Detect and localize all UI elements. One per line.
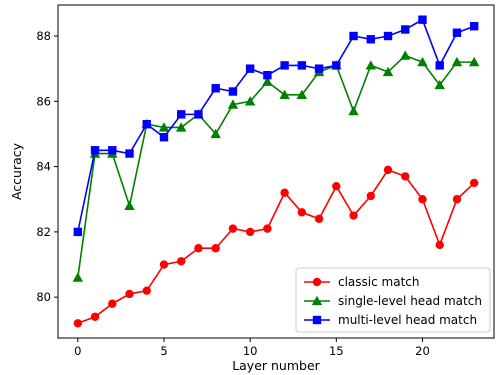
data-point xyxy=(417,56,428,67)
data-point xyxy=(382,66,394,77)
data-point xyxy=(245,64,255,73)
x-tick-label: 15 xyxy=(329,344,344,358)
data-point xyxy=(348,105,359,116)
legend-entry: multi-level head match xyxy=(304,313,477,327)
legend-marker xyxy=(311,295,323,306)
data-point xyxy=(228,224,238,233)
y-tick-label: 88 xyxy=(36,29,51,43)
data-point xyxy=(349,31,358,41)
data-point xyxy=(210,128,221,139)
data-point xyxy=(73,227,83,237)
data-point xyxy=(418,195,427,204)
y-axis-label: Accuracy xyxy=(9,142,24,200)
data-point xyxy=(280,188,289,197)
data-point xyxy=(90,312,100,321)
data-point xyxy=(159,133,169,142)
data-point xyxy=(73,319,83,328)
legend-box xyxy=(295,267,491,333)
legend-label: multi-level head match xyxy=(338,313,477,327)
data-point xyxy=(435,240,444,250)
legend-label: single-level head match xyxy=(338,294,482,308)
y-tick-label: 82 xyxy=(36,225,51,239)
data-point xyxy=(296,89,308,99)
legend-label: classic match xyxy=(338,275,420,289)
data-point xyxy=(451,56,463,67)
data-point xyxy=(142,286,151,295)
data-point xyxy=(177,257,186,266)
legend-marker xyxy=(312,277,322,287)
data-point xyxy=(262,76,273,86)
data-point xyxy=(211,84,220,93)
data-point xyxy=(349,211,358,220)
x-tick-label: 0 xyxy=(74,344,81,358)
x-tick-label: 20 xyxy=(415,344,430,358)
data-point xyxy=(211,244,220,253)
data-point xyxy=(468,56,480,67)
x-tick-label: 5 xyxy=(160,344,167,358)
y-tick-label: 84 xyxy=(36,160,51,174)
data-point xyxy=(125,149,134,158)
data-point xyxy=(228,87,238,96)
data-point xyxy=(400,50,411,60)
legend-marker xyxy=(312,315,322,325)
data-point xyxy=(108,146,117,155)
data-point xyxy=(72,272,84,282)
data-point xyxy=(227,99,239,109)
data-point xyxy=(176,122,187,132)
data-point xyxy=(177,110,186,119)
data-point xyxy=(366,35,375,44)
data-point xyxy=(297,208,307,217)
data-point xyxy=(418,15,427,24)
series-line xyxy=(77,54,475,278)
data-point xyxy=(383,31,393,41)
data-point xyxy=(263,70,272,80)
series-line xyxy=(77,18,475,233)
data-point xyxy=(469,22,479,31)
data-point xyxy=(401,172,410,181)
data-point xyxy=(194,244,203,253)
x-tick-label: 10 xyxy=(243,344,258,358)
data-point xyxy=(125,289,134,299)
legend-entry: single-level head match xyxy=(304,294,482,308)
legend: classic match single-level head match mult… xyxy=(295,267,491,333)
data-point xyxy=(469,178,479,188)
y-tick-label: 80 xyxy=(36,290,51,304)
data-point xyxy=(142,119,151,129)
data-point xyxy=(452,195,462,204)
data-point xyxy=(452,28,462,37)
data-point xyxy=(365,60,376,70)
data-point xyxy=(245,227,255,237)
data-point xyxy=(332,181,341,191)
data-point xyxy=(108,299,117,308)
data-point xyxy=(383,165,393,175)
data-point xyxy=(434,79,445,90)
data-point xyxy=(124,200,135,210)
data-point xyxy=(366,191,375,201)
axis-ticks: 0 5 10 15 20 80 82 84 86 88 xyxy=(36,29,429,358)
plot-area xyxy=(72,15,480,328)
series-2 xyxy=(73,15,479,237)
data-point xyxy=(263,224,272,233)
series-0 xyxy=(73,165,479,328)
axes-frame xyxy=(57,4,495,339)
series-1 xyxy=(72,50,480,282)
data-point xyxy=(314,214,324,224)
y-tick-label: 86 xyxy=(36,94,51,108)
data-point xyxy=(297,61,307,70)
data-point xyxy=(244,96,256,106)
x-axis-label: Layer number xyxy=(232,358,320,373)
data-point xyxy=(314,64,324,73)
data-point xyxy=(280,61,289,70)
data-point xyxy=(90,146,100,155)
data-point xyxy=(435,61,444,70)
data-point xyxy=(401,25,410,34)
data-point xyxy=(332,61,341,70)
data-point xyxy=(194,110,203,119)
data-point xyxy=(159,260,169,269)
data-point xyxy=(279,89,290,99)
legend-entry: classic match xyxy=(304,275,420,289)
data-point xyxy=(158,122,170,132)
